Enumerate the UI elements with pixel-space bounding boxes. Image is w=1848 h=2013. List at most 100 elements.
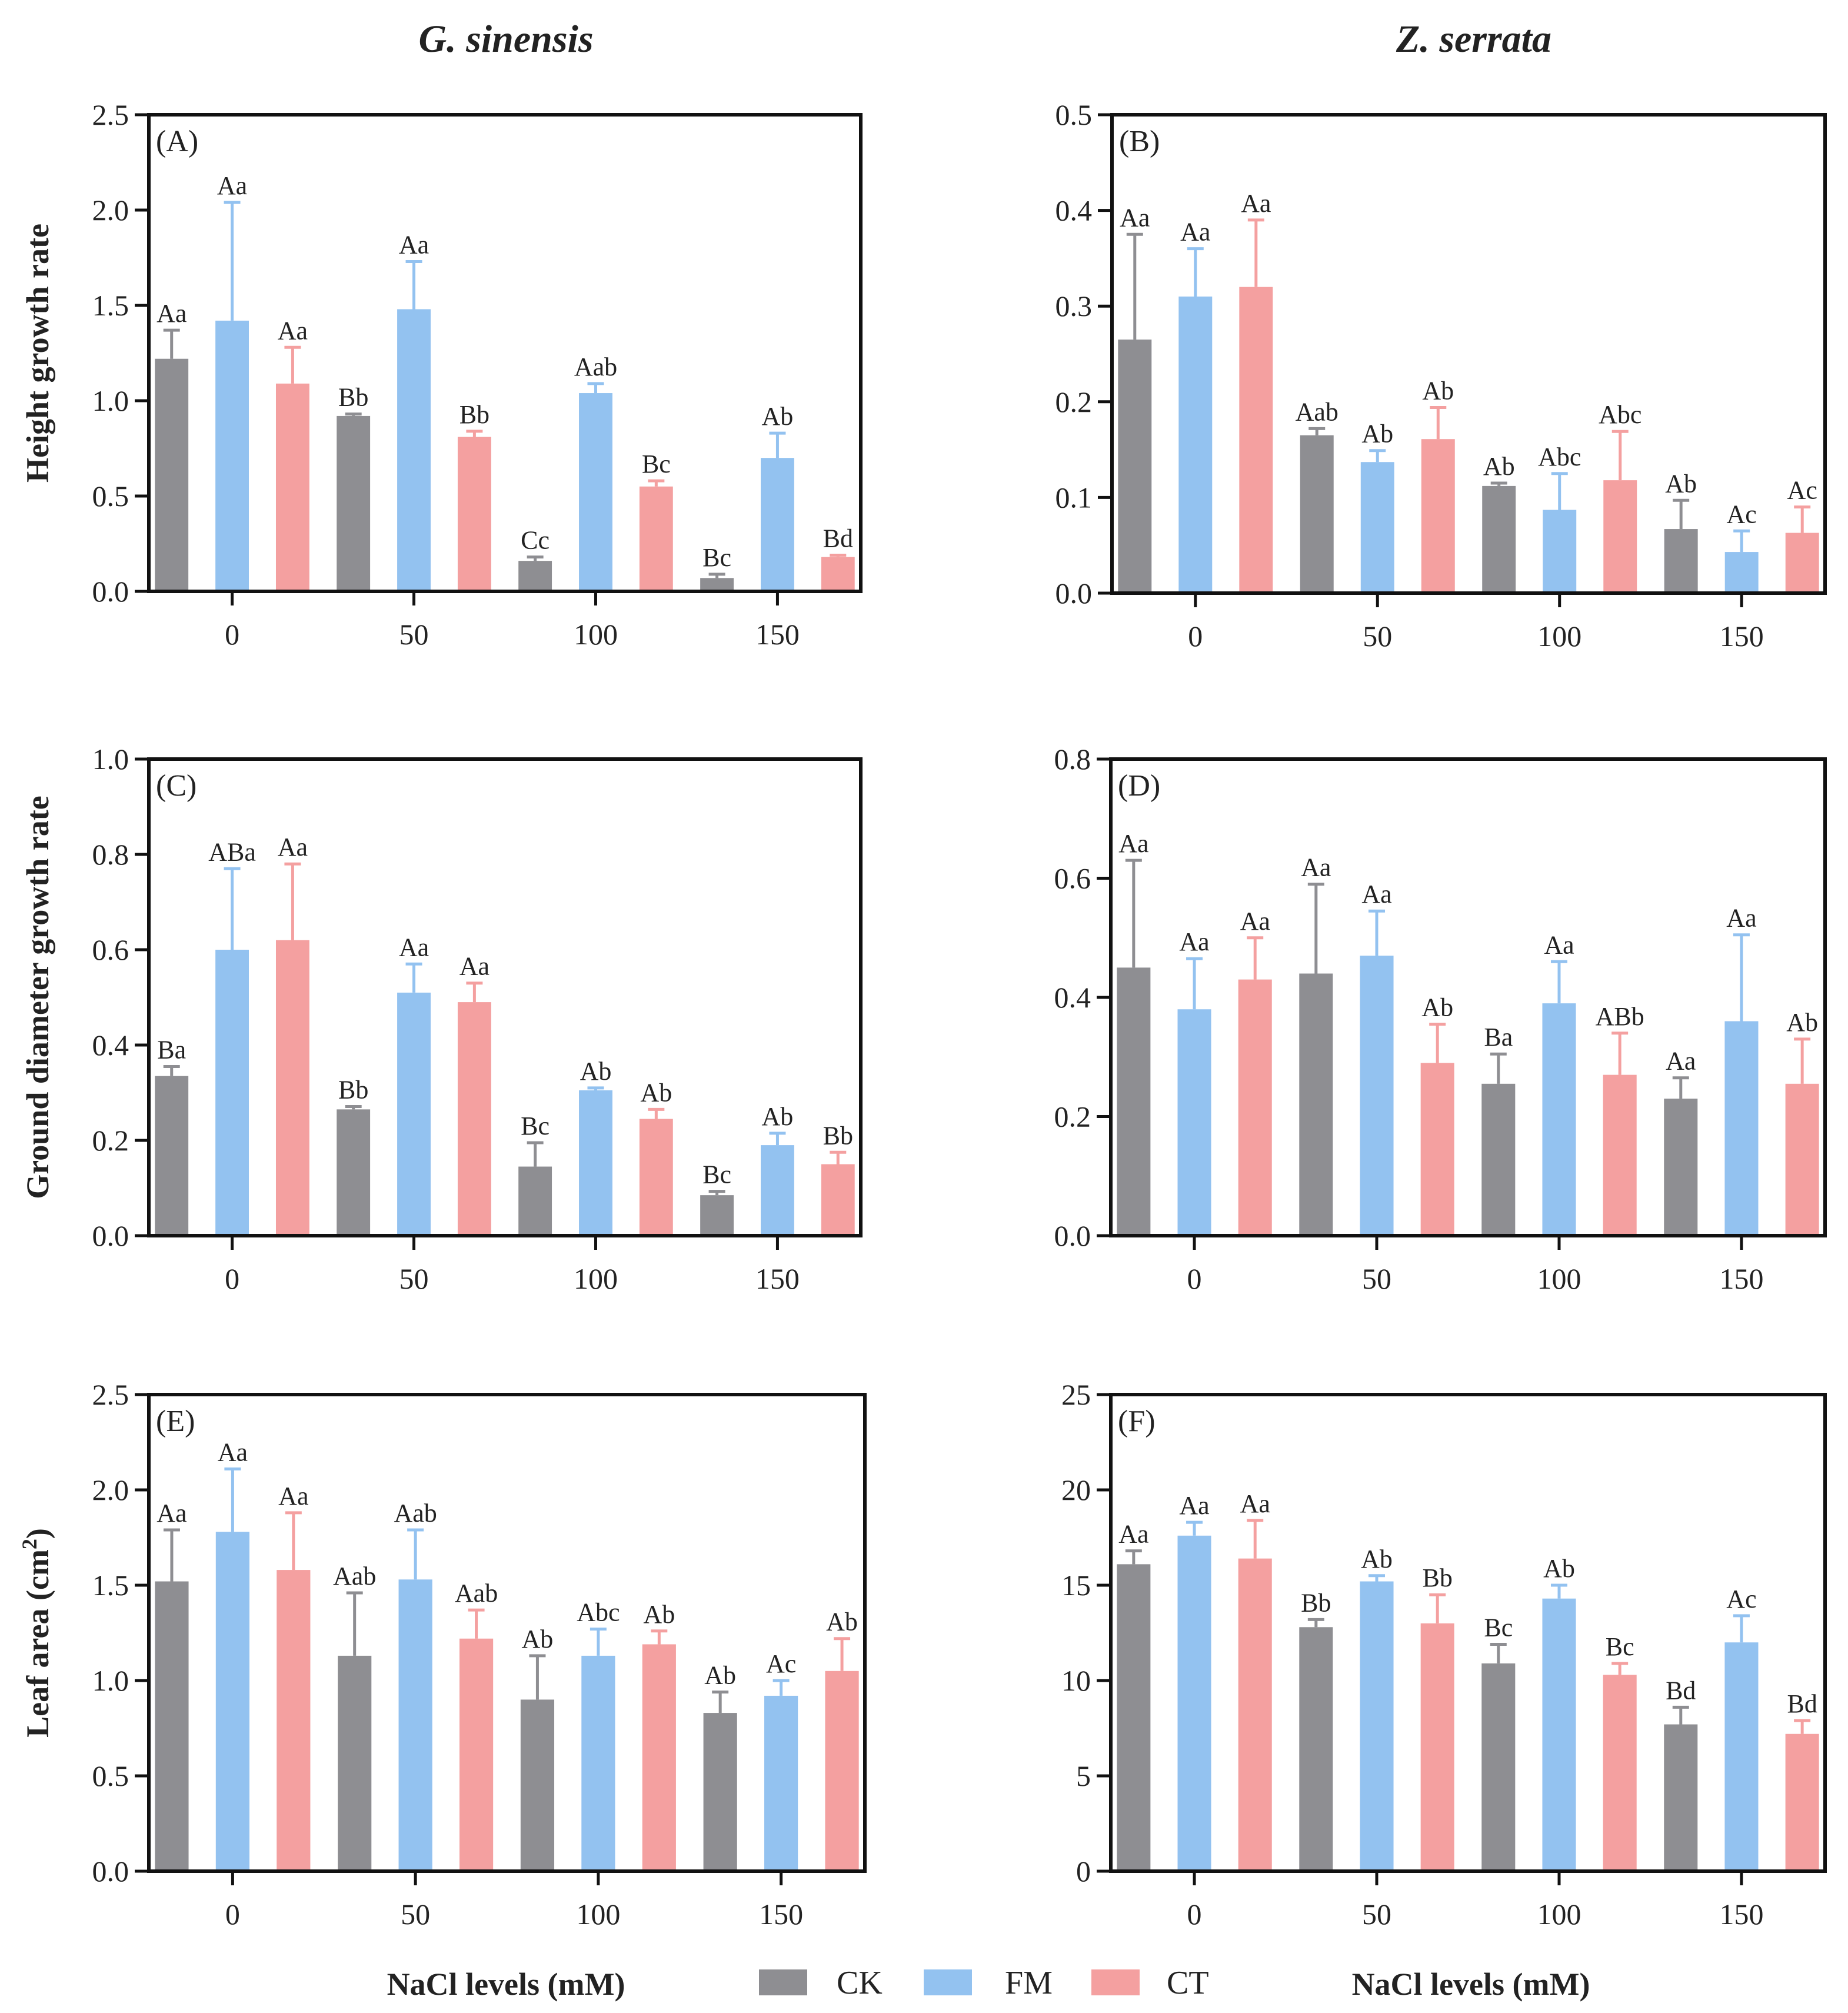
significance-label: Bc [1606, 1632, 1634, 1661]
bar-ck [1117, 967, 1151, 1236]
bar-fm [397, 309, 431, 591]
bar-ct [457, 1002, 491, 1236]
bar-ct [1238, 979, 1272, 1236]
bar-ck [700, 1195, 734, 1236]
significance-label: Ab [1543, 1554, 1575, 1583]
significance-label: Ab [1422, 377, 1454, 405]
column-title-right: Z. serrata [1396, 18, 1551, 61]
significance-label: Aa [1241, 189, 1271, 218]
x-tick-label: 150 [755, 1262, 800, 1295]
y-axis-label: Height growth rate [20, 224, 55, 483]
bar-fm [1542, 1003, 1576, 1236]
bar-ck [337, 415, 371, 591]
y-tick-label: 0.2 [92, 1124, 129, 1157]
bar-ck [338, 1655, 372, 1871]
bar-ct [821, 1164, 855, 1236]
y-tick-label: 0.0 [1055, 577, 1093, 610]
significance-label: Aa [1179, 1491, 1209, 1520]
y-tick-label: 0.2 [1054, 1100, 1091, 1133]
significance-label: Ab [640, 1078, 672, 1107]
y-tick-label: 0.0 [1054, 1219, 1091, 1252]
bar-ck [703, 1713, 737, 1871]
x-tick-label: 100 [1537, 1262, 1581, 1295]
bar-ck [700, 578, 734, 591]
significance-label: Aab [394, 1499, 437, 1528]
bar-fm [398, 1579, 432, 1871]
legend-swatch-ct [1091, 1969, 1140, 1995]
bar-ck [1664, 1724, 1698, 1871]
bar-ck [1300, 435, 1334, 593]
bar-ck [1664, 1099, 1698, 1236]
bar-ct [1785, 533, 1819, 593]
panel-d: 0.0 0.2 0.4 0.6 0.8 0 Aa Aa Aa 50 Aa Aa Ab 100 Ba Aa ABb… [1054, 743, 1827, 1295]
x-tick-label: 50 [399, 618, 429, 651]
significance-label: Ab [762, 402, 794, 431]
legend-swatch-ck [759, 1969, 807, 1995]
significance-label: Ab [826, 1608, 858, 1636]
y-tick-label: 0.3 [1055, 290, 1093, 322]
bar-ct [275, 383, 309, 591]
y-axis-label: Ground diameter growth rate [20, 796, 55, 1199]
significance-label: Aa [459, 952, 490, 981]
x-tick-label: 0 [1187, 1898, 1202, 1931]
significance-label: Ba [157, 1035, 186, 1064]
bar-fm [1177, 1535, 1211, 1871]
y-axis-label: Leaf area (cm2) [18, 1528, 55, 1738]
bar-ct [277, 1570, 311, 1871]
significance-label: Aa [217, 171, 247, 200]
x-tick-label: 100 [576, 1898, 620, 1931]
y-tick-label: 0.6 [92, 933, 129, 966]
significance-label: Ab [1786, 1008, 1818, 1037]
x-tick-label: 150 [1719, 1898, 1763, 1931]
significance-label: Aa [1301, 853, 1331, 882]
significance-label: Aa [1666, 1047, 1696, 1076]
bar-ck [337, 1109, 371, 1236]
bar-ck [155, 1076, 189, 1236]
bar-fm [1543, 510, 1577, 593]
significance-label: Bb [338, 1075, 368, 1104]
panel-a: 0.0 0.5 1.0 1.5 2.0 2.5 0 Aa Aa Aa 50 Bb Aa Bb 100 Cc Aa… [20, 98, 863, 651]
y-tick-label: 1.5 [92, 1569, 129, 1602]
panel-label: (B) [1119, 125, 1160, 158]
y-tick-label: 15 [1061, 1569, 1091, 1602]
bar-fm [1724, 1642, 1759, 1871]
y-tick-label: 0.5 [1055, 98, 1093, 131]
panel-e: 0.0 0.5 1.0 1.5 2.0 2.5 0 Aa Aa Aa 50 Aab Aab Aab 100 A… [18, 1378, 867, 1931]
bar-fm [1542, 1598, 1576, 1871]
significance-label: ABb [1596, 1002, 1644, 1031]
significance-label: Aab [574, 352, 617, 381]
significance-label: Ac [766, 1649, 796, 1678]
x-tick-label: 150 [1720, 620, 1764, 653]
significance-label: Aa [157, 1499, 187, 1528]
bar-ck [518, 561, 552, 591]
bar-ct [1603, 1675, 1637, 1871]
bar-fm [1724, 552, 1759, 593]
bar-fm [764, 1695, 798, 1871]
bar-fm [581, 1655, 615, 1871]
bar-ck [1118, 340, 1152, 593]
significance-label: Aa [278, 1482, 308, 1510]
significance-label: Ab [1665, 469, 1697, 498]
plot-frame [1109, 757, 1827, 1237]
significance-label: Abc [1538, 442, 1581, 471]
bar-fm [1360, 956, 1394, 1236]
x-tick-label: 0 [1188, 620, 1203, 653]
plot-frame [147, 757, 863, 1237]
bar-ct [1785, 1733, 1819, 1871]
y-tick-label: 2.0 [92, 1473, 129, 1506]
significance-label: Aa [157, 299, 187, 328]
panel-label: (F) [1118, 1405, 1156, 1438]
x-tick-label: 50 [1362, 1262, 1391, 1295]
y-tick-label: 0.5 [92, 1759, 129, 1792]
y-tick-label: 2.5 [92, 98, 129, 131]
bar-ct [1603, 480, 1637, 593]
bar-ct [1420, 1063, 1454, 1236]
bar-fm [1178, 296, 1213, 593]
significance-label: Ac [1727, 500, 1757, 528]
x-tick-label: 0 [225, 618, 239, 651]
bar-ct [642, 1644, 676, 1871]
bar-ck [1117, 1564, 1151, 1871]
legend-label-ct: CT [1167, 1965, 1209, 2001]
significance-label: Aa [218, 1438, 248, 1466]
significance-label: Aab [1296, 397, 1338, 426]
